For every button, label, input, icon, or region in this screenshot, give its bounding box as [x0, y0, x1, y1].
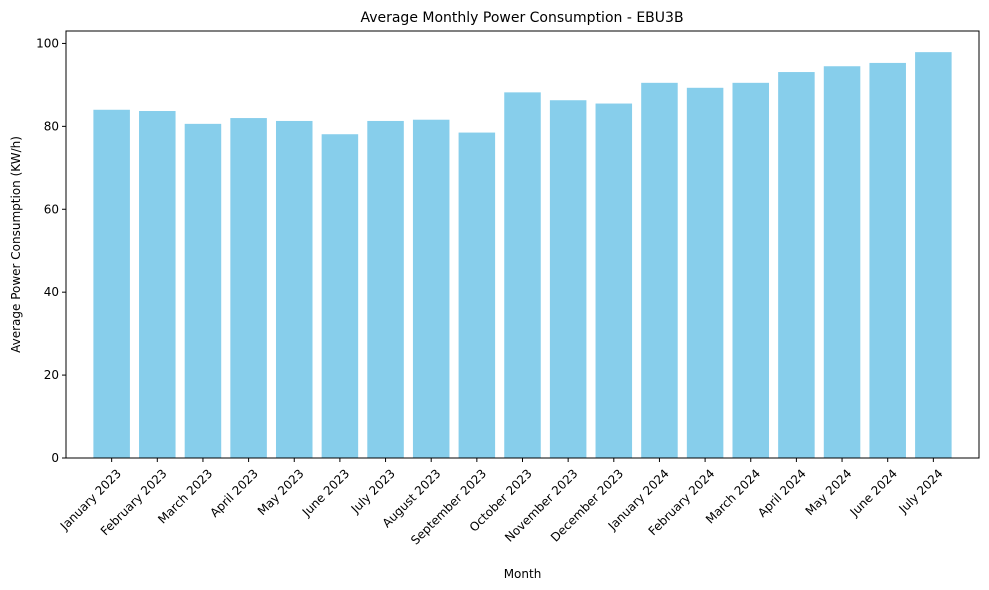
bars-group	[93, 52, 952, 459]
x-axis-label: Month	[504, 567, 542, 581]
y-tick-label: 80	[44, 119, 59, 133]
x-tick-label: April 2023	[207, 466, 261, 520]
y-tick-label: 40	[44, 285, 59, 299]
x-tick-label: June 2024	[847, 466, 900, 519]
bar-march-2024	[732, 82, 770, 459]
bar-february-2024	[686, 87, 724, 459]
bar-september-2023	[458, 132, 496, 458]
x-tick-label: June 2023	[299, 466, 352, 519]
bar-april-2023	[230, 118, 267, 458]
x-tick-label: April 2024	[755, 466, 809, 520]
y-axis-ticks: 0 20 40 60 80 100	[36, 36, 66, 465]
bar-march-2023	[184, 123, 222, 459]
bar-october-2023	[504, 92, 541, 458]
bar-june-2024	[869, 62, 906, 459]
chart-title: Average Monthly Power Consumption - EBU3…	[360, 10, 683, 26]
bar-august-2023	[412, 119, 450, 459]
y-tick-label: 20	[44, 368, 59, 382]
x-tick-label: July 2024	[896, 466, 946, 516]
bar-december-2023	[595, 103, 633, 458]
y-tick-label: 0	[51, 451, 59, 465]
bar-july-2024	[915, 52, 952, 458]
x-tick-label: May 2024	[803, 466, 855, 518]
bar-may-2023	[275, 120, 313, 458]
bar-june-2023	[321, 134, 359, 459]
bar-july-2023	[367, 120, 404, 458]
bar-january-2023	[93, 109, 130, 458]
x-tick-label: May 2023	[255, 466, 307, 518]
bar-january-2024	[641, 82, 678, 459]
bar-april-2024	[778, 72, 815, 458]
bar-february-2023	[139, 111, 176, 458]
plot-frame	[65, 30, 980, 459]
y-axis-label: Average Power Consumption (KW/h)	[9, 136, 23, 353]
bar-november-2023	[549, 100, 587, 458]
y-tick-label: 100	[36, 36, 59, 50]
bar-may-2024	[823, 66, 861, 459]
y-tick-label: 60	[44, 202, 59, 216]
